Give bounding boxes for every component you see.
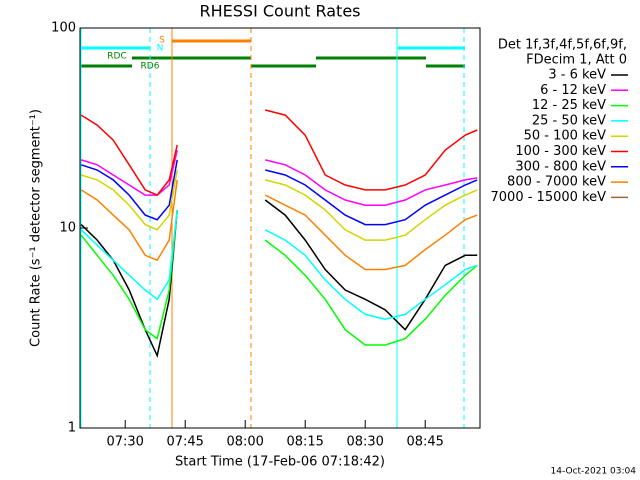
state-bars bbox=[80, 39, 465, 68]
x-tick-label: 08:00 bbox=[226, 435, 263, 450]
y-tick-label: 10 bbox=[59, 221, 76, 236]
series-line bbox=[80, 109, 478, 197]
x-axis-label: Start Time (17-Feb-06 07:18:42) bbox=[175, 455, 385, 470]
legend-label: 800 - 7000 keV bbox=[507, 175, 606, 190]
annotation: S bbox=[159, 36, 165, 46]
x-tick-label: 08:30 bbox=[346, 435, 383, 450]
legend-label: 6 - 12 keV bbox=[540, 83, 606, 98]
annotation: RDC bbox=[107, 52, 126, 62]
chart-title: RHESSI Count Rates bbox=[200, 2, 361, 21]
series-line bbox=[80, 209, 478, 346]
legend-header: Det 1f,3f,4f,5f,6f,9f, bbox=[498, 38, 627, 53]
series-line bbox=[80, 199, 478, 359]
legend-label: 7000 - 15000 keV bbox=[491, 190, 607, 205]
x-tick-label: 07:45 bbox=[166, 435, 203, 450]
footer: 14-Oct-2021 03:04 bbox=[551, 467, 637, 477]
y-tick-label: 1 bbox=[68, 421, 76, 436]
legend-label: 25 - 50 keV bbox=[532, 113, 606, 128]
x-tick-label: 08:15 bbox=[286, 435, 323, 450]
x-tick-label: 08:45 bbox=[406, 435, 443, 450]
series-line bbox=[80, 179, 478, 271]
legend-label: 12 - 25 keV bbox=[532, 98, 606, 113]
annotation: N bbox=[157, 44, 164, 54]
series-line bbox=[80, 209, 478, 320]
series-line bbox=[80, 159, 478, 226]
series-line bbox=[80, 169, 478, 241]
y-tick-label: 100 bbox=[51, 21, 76, 36]
x-tick-label: 07:30 bbox=[106, 435, 143, 450]
y-axis-label: Count Rate (s⁻¹ detector segment⁻¹) bbox=[29, 109, 44, 347]
legend-header: FDecim 1, Att 0 bbox=[526, 53, 627, 68]
legend-label: 100 - 300 keV bbox=[515, 144, 606, 159]
legend-label: 300 - 800 keV bbox=[515, 159, 606, 174]
legend-label: 50 - 100 keV bbox=[524, 129, 607, 144]
annotation: RD6 bbox=[141, 62, 160, 72]
series-line bbox=[80, 150, 478, 206]
legend-label: 3 - 6 keV bbox=[548, 68, 606, 83]
